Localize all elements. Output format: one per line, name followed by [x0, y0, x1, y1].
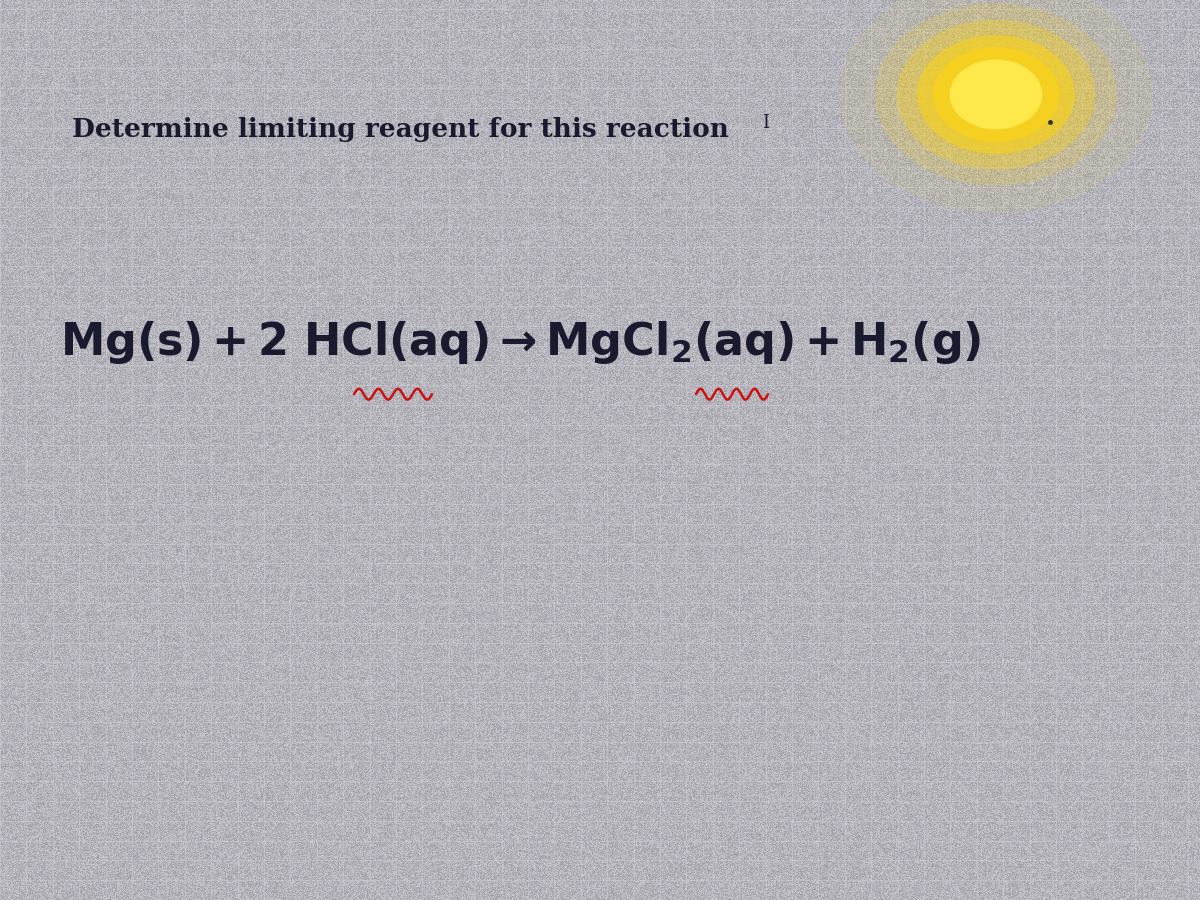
- Circle shape: [876, 4, 1116, 184]
- Circle shape: [950, 60, 1042, 129]
- Text: Determine limiting reagent for this reaction: Determine limiting reagent for this reac…: [72, 117, 728, 142]
- Circle shape: [898, 21, 1094, 168]
- Text: I: I: [762, 114, 769, 132]
- Text: $\mathregular{Mg(s) + 2\ HCl(aq) \rightarrow MgCl_2(aq) + H_2(g)}$: $\mathregular{Mg(s) + 2\ HCl(aq) \righta…: [60, 319, 982, 365]
- Circle shape: [840, 0, 1152, 212]
- Circle shape: [934, 48, 1058, 141]
- Circle shape: [918, 36, 1074, 153]
